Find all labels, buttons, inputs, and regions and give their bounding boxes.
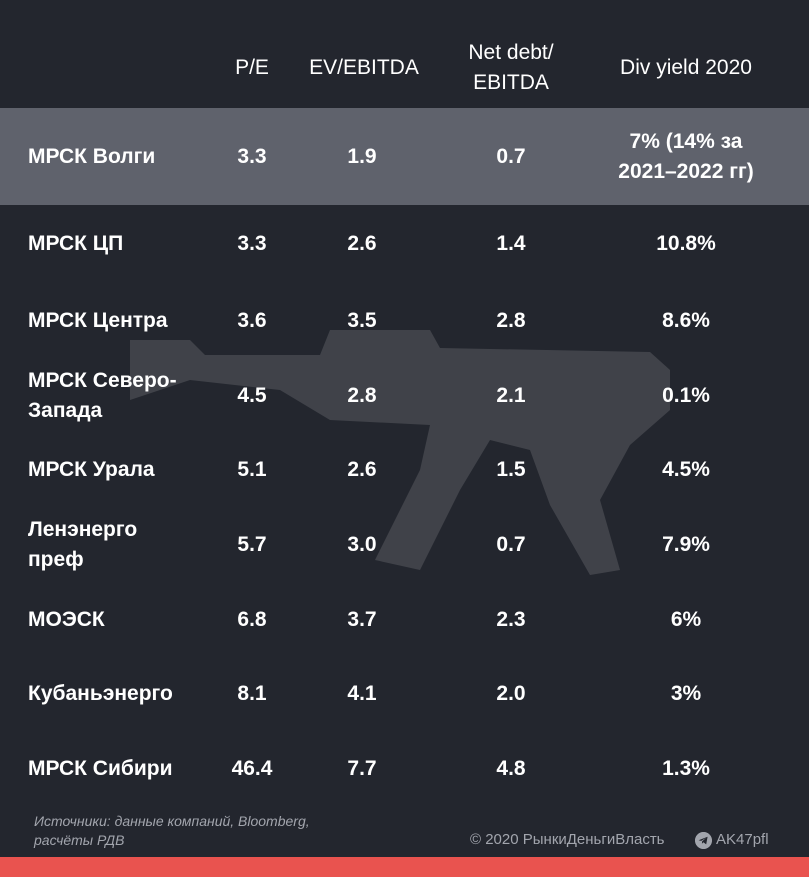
pe-value: 4.5 [237, 383, 267, 407]
company-name: МРСК ЦП [28, 231, 124, 255]
div-yield-value: 0.1% [662, 383, 710, 407]
header-pe: P/E [235, 56, 269, 79]
div-yield-value: 1.3% [662, 757, 710, 780]
accent-bar [0, 857, 809, 877]
pe-value: 8.1 [237, 681, 267, 705]
pe-value: 3.6 [237, 308, 267, 332]
net-debt-ebitda-value: 4.8 [496, 757, 526, 780]
div-yield-value: 7.9% [662, 533, 710, 556]
ev-ebitda-value: 7.7 [347, 757, 377, 780]
table-row: Кубаньэнерго 8.1 4.1 2.0 3% [0, 656, 809, 731]
company-name: Ленэнерго преф [28, 518, 138, 571]
ev-ebitda-value: 1.9 [347, 144, 377, 168]
header-ev-ebitda: EV/EBITDA [309, 56, 419, 79]
company-name: МРСК Урала [28, 457, 155, 481]
ev-ebitda-value: 3.0 [347, 533, 377, 556]
table-header: P/E EV/EBITDA Net debt/ EBITDA Div yield… [0, 28, 809, 108]
company-name: МРСК Волги [28, 144, 156, 168]
net-debt-ebitda-value: 2.8 [496, 308, 526, 332]
ev-ebitda-value: 2.6 [347, 457, 377, 481]
pe-value: 5.7 [237, 533, 267, 556]
header-net-debt-ebitda: Net debt/ EBITDA [468, 41, 554, 94]
header-div-yield: Div yield 2020 [620, 56, 752, 79]
pe-value: 5.1 [237, 457, 267, 481]
copyright-text: © 2020 РынкиДеньгиВласть [470, 831, 665, 848]
company-name: Кубаньэнерго [28, 681, 173, 705]
table-row: Ленэнерго преф 5.7 3.0 0.7 7.9% [0, 507, 809, 583]
ev-ebitda-value: 3.5 [347, 308, 377, 332]
ev-ebitda-value: 2.6 [347, 231, 377, 255]
div-yield-value: 7% (14% за 2021–2022 гг) [618, 129, 754, 183]
table-row: МРСК Урала 5.1 2.6 1.5 4.5% [0, 432, 809, 507]
div-yield-value: 8.6% [662, 308, 710, 332]
pe-value: 6.8 [237, 607, 267, 631]
pe-value: 3.3 [237, 144, 267, 168]
net-debt-ebitda-value: 0.7 [496, 533, 526, 556]
pe-value: 46.4 [231, 757, 273, 780]
div-yield-value: 3% [670, 681, 702, 705]
net-debt-ebitda-value: 1.4 [496, 231, 526, 255]
div-yield-value: 6% [670, 607, 702, 631]
company-name: МРСК Сибири [28, 757, 173, 780]
telegram-handle[interactable]: AK47pfl [716, 831, 769, 848]
table-row: МРСК ЦП 3.3 2.6 1.4 10.8% [0, 205, 809, 282]
highlight-row-background [0, 108, 809, 205]
ev-ebitda-value: 2.8 [347, 383, 377, 407]
div-yield-value: 10.8% [656, 231, 716, 255]
company-name: МРСК Центра [28, 308, 168, 332]
table-row: МРСК Волги 3.3 1.9 0.7 7% (14% за 2021–2… [0, 108, 809, 205]
telegram-icon [695, 832, 712, 849]
pe-value: 3.3 [237, 231, 267, 255]
net-debt-ebitda-value: 1.5 [496, 457, 526, 481]
company-name: МРСК Северо- Запада [28, 368, 177, 422]
net-debt-ebitda-value: 0.7 [496, 144, 526, 168]
table-row: МРСК Северо- Запада 4.5 2.8 2.1 0.1% [0, 359, 809, 432]
sources-note: Источники: данные компаний, Bloomberg, р… [34, 813, 310, 848]
net-debt-ebitda-value: 2.0 [496, 681, 526, 705]
div-yield-value: 4.5% [662, 457, 710, 481]
ev-ebitda-value: 3.7 [347, 607, 377, 631]
net-debt-ebitda-value: 2.1 [496, 383, 526, 407]
table-row: МРСК Сибири 46.4 7.7 4.8 1.3% [0, 731, 809, 807]
company-name: МОЭСК [28, 607, 105, 631]
ev-ebitda-value: 4.1 [347, 681, 377, 705]
table-row: МРСК Центра 3.6 3.5 2.8 8.6% [0, 282, 809, 359]
table-row: МОЭСК 6.8 3.7 2.3 6% [0, 583, 809, 656]
net-debt-ebitda-value: 2.3 [496, 607, 526, 631]
